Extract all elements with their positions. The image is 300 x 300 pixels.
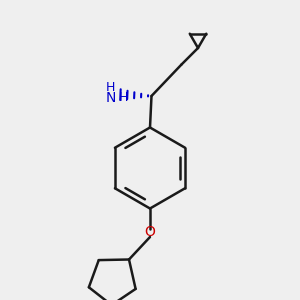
Text: N: N xyxy=(105,91,116,104)
Text: H: H xyxy=(106,81,115,94)
Text: O: O xyxy=(145,226,155,239)
Text: H: H xyxy=(119,91,128,104)
